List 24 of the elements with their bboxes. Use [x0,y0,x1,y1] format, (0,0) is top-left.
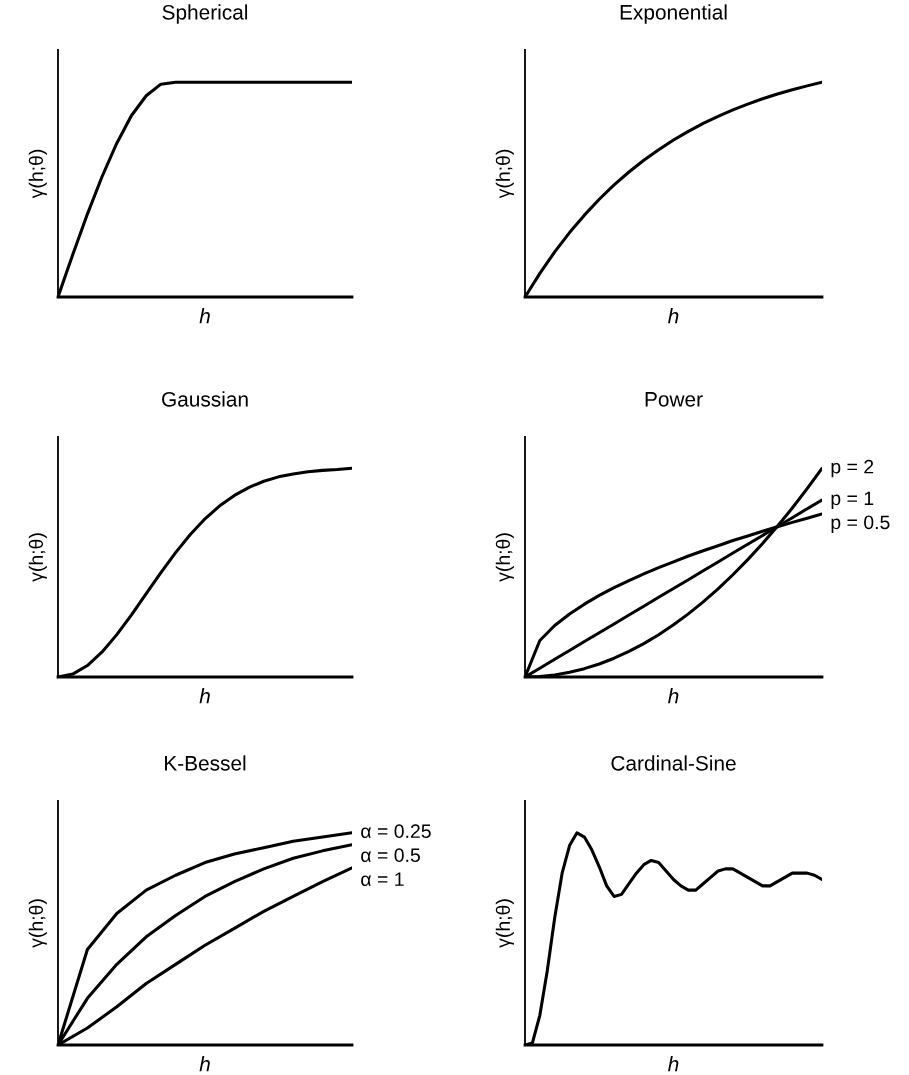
y-axis-title: γ(h;θ) [495,899,514,948]
series-label: α = 0.5 [361,848,420,863]
series-label: p = 2 [831,459,874,478]
series-label: p = 0.5 [831,515,890,534]
chart-title: Gaussian [162,391,248,407]
x-axis-title: h [668,688,679,704]
x-axis-title: h [199,1056,210,1072]
y-axis-title: γ(h;θ) [28,899,47,948]
chart-title: Spherical [162,4,248,24]
y-axis-title: γ(h;θ) [495,533,514,582]
x-axis-title: h [199,688,210,704]
chart-title: Exponential [620,4,727,24]
chart-title: Cardinal-Sine [611,755,736,771]
series-label: p = 1 [831,491,874,510]
y-axis-title: γ(h;θ) [495,149,514,199]
x-axis-title: h [668,308,679,324]
y-axis-title: γ(h;θ) [28,149,47,199]
x-axis-title: h [199,308,210,324]
chart-title: Power [645,392,703,407]
chart-title: K-Bessel [165,755,246,771]
series-label: α = 1 [361,872,404,887]
series-label: α = 0.25 [361,824,431,839]
y-axis-title: γ(h;θ) [28,533,47,582]
x-axis-title: h [668,1056,679,1072]
